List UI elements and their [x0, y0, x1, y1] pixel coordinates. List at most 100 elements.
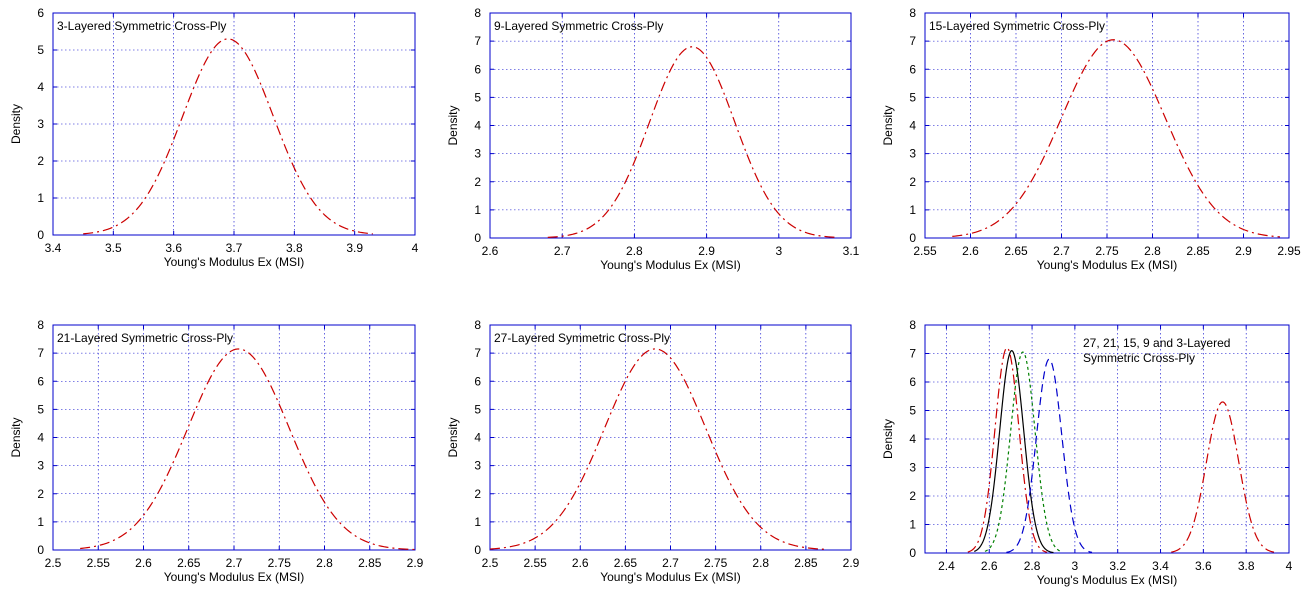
x-tick-label: 2.7: [226, 556, 243, 570]
x-tick-label: 2.85: [794, 556, 818, 570]
x-tick-label: 2.8: [1024, 559, 1041, 573]
y-axis-label: Density: [9, 104, 23, 144]
y-tick-label: 8: [474, 6, 481, 20]
y-tick-label: 6: [474, 62, 481, 76]
density-curve-1: [80, 348, 416, 551]
y-tick-label: 0: [37, 543, 44, 557]
x-tick-label: 2.8: [626, 244, 643, 258]
y-tick-label: 2: [474, 487, 481, 501]
x-tick-label: 2.75: [1095, 244, 1119, 258]
y-tick-label: 8: [909, 6, 916, 20]
y-tick-label: 4: [37, 431, 44, 445]
density-curve-1: [83, 38, 373, 235]
x-tick-label: 4: [1286, 559, 1293, 573]
y-tick-label: 3: [37, 117, 44, 131]
x-axis-label: Young's Modulus Ex (MSI): [1037, 258, 1178, 272]
x-tick-label: 4: [412, 241, 419, 255]
y-tick-label: 4: [909, 119, 916, 133]
y-axis-label: Density: [881, 105, 895, 145]
x-tick-label: 2.5: [482, 556, 499, 570]
x-tick-label: 2.75: [704, 556, 728, 570]
y-tick-label: 8: [909, 318, 916, 332]
plot-annotation: 27, 21, 15, 9 and 3-Layered: [1083, 336, 1230, 350]
x-tick-label: 3.9: [346, 241, 363, 255]
y-tick-label: 6: [909, 62, 916, 76]
x-tick-label: 3.5: [105, 241, 122, 255]
y-tick-label: 7: [37, 346, 44, 360]
x-tick-label: 2.9: [1235, 244, 1252, 258]
y-tick-label: 6: [37, 374, 44, 388]
y-tick-label: 4: [37, 80, 44, 94]
x-tick-label: 3.4: [1152, 559, 1169, 573]
x-tick-label: 2.9: [843, 556, 860, 570]
x-axis-label: Young's Modulus Ex (MSI): [1037, 573, 1178, 587]
x-tick-label: 2.65: [614, 556, 638, 570]
x-tick-label: 2.55: [913, 244, 937, 258]
x-tick-label: 3.1: [843, 244, 860, 258]
x-axis-label: Young's Modulus Ex (MSI): [600, 258, 741, 272]
chart-panel-1: 3.4 3.5 3.6 3.7 3.8 3.9 4 0 1 2 3 4 5 6 Young's Modulu…: [9, 6, 419, 269]
x-tick-label: 2.9: [407, 556, 424, 570]
y-tick-label: 6: [37, 6, 44, 20]
x-tick-label: 3.7: [226, 241, 243, 255]
density-curve-1: [547, 46, 837, 238]
y-tick-label: 5: [37, 402, 44, 416]
y-tick-label: 1: [909, 203, 916, 217]
y-axis-label: Density: [881, 419, 895, 459]
x-tick-label: 2.55: [87, 556, 111, 570]
y-tick-label: 2: [37, 487, 44, 501]
x-tick-label: 3.6: [165, 241, 182, 255]
y-tick-label: 0: [909, 231, 916, 245]
x-axis-label: Young's Modulus Ex (MSI): [164, 570, 305, 584]
x-tick-label: 2.9: [698, 244, 715, 258]
y-tick-label: 5: [37, 43, 44, 57]
y-tick-label: 1: [474, 515, 481, 529]
y-tick-label: 3: [474, 147, 481, 161]
x-tick-label: 2.7: [1053, 244, 1070, 258]
x-tick-label: 2.75: [268, 556, 292, 570]
y-axis-label: Density: [446, 417, 460, 457]
plot-annotation: 15-Layered Symmetric Cross-Ply: [929, 19, 1105, 33]
chart-panel-2: 2.6 2.7 2.8 2.9 3 3.1 0 1 2 3 4 5 6 7 8 Young's Modulus…: [446, 6, 860, 272]
chart-panel-5: 2.5 2.55 2.6 2.65 2.7 2.75 2.8 2.85 2.9 0 1 2 3 4 5 6 7 8…: [446, 318, 860, 584]
y-axis-label: Density: [446, 105, 460, 145]
x-tick-label: 2.85: [358, 556, 382, 570]
y-tick-label: 2: [909, 489, 916, 503]
y-tick-label: 6: [474, 374, 481, 388]
y-tick-label: 4: [909, 432, 916, 446]
y-tick-label: 7: [909, 34, 916, 48]
x-tick-label: 2.85: [1186, 244, 1210, 258]
density-curve-1: [952, 39, 1280, 238]
x-tick-label: 3: [775, 244, 782, 258]
chart-panel-3: 2.55 2.6 2.65 2.7 2.75 2.8 2.85 2.9 2.95 0 1 2 3 4 5 6 7…: [881, 6, 1301, 272]
chart-panel-6: 2.4 2.6 2.8 3 3.2 3.4 3.6 3.8 4 0 1 2 3 4 5 6 7 8 Young's …: [881, 318, 1293, 587]
x-tick-label: 2.8: [1144, 244, 1161, 258]
density-curve-1: [489, 348, 824, 550]
x-tick-label: 2.8: [752, 556, 769, 570]
y-tick-label: 2: [474, 175, 481, 189]
y-tick-label: 8: [37, 318, 44, 332]
x-axis-label: Young's Modulus Ex (MSI): [164, 255, 305, 269]
x-tick-label: 2.5: [45, 556, 62, 570]
y-tick-label: 7: [909, 347, 916, 361]
density-curve-2: [974, 350, 1054, 554]
y-tick-label: 0: [474, 231, 481, 245]
x-tick-label: 2.55: [523, 556, 547, 570]
y-tick-label: 5: [909, 404, 916, 418]
y-tick-label: 1: [909, 518, 916, 532]
x-tick-label: 2.65: [177, 556, 201, 570]
x-tick-label: 2.6: [981, 559, 998, 573]
y-tick-label: 5: [909, 90, 916, 104]
plot-annotation: 21-Layered Symmetric Cross-Ply: [57, 331, 233, 345]
y-tick-label: 4: [474, 119, 481, 133]
plot-annotation: Symmetric Cross-Ply: [1083, 351, 1195, 365]
y-tick-label: 3: [474, 459, 481, 473]
plot-annotation: 9-Layered Symmetric Cross-Ply: [494, 19, 663, 33]
y-tick-label: 5: [474, 402, 481, 416]
y-tick-label: 5: [474, 90, 481, 104]
y-tick-label: 3: [37, 459, 44, 473]
y-tick-label: 1: [37, 191, 44, 205]
y-axis-label: Density: [9, 417, 23, 457]
y-tick-label: 7: [474, 34, 481, 48]
